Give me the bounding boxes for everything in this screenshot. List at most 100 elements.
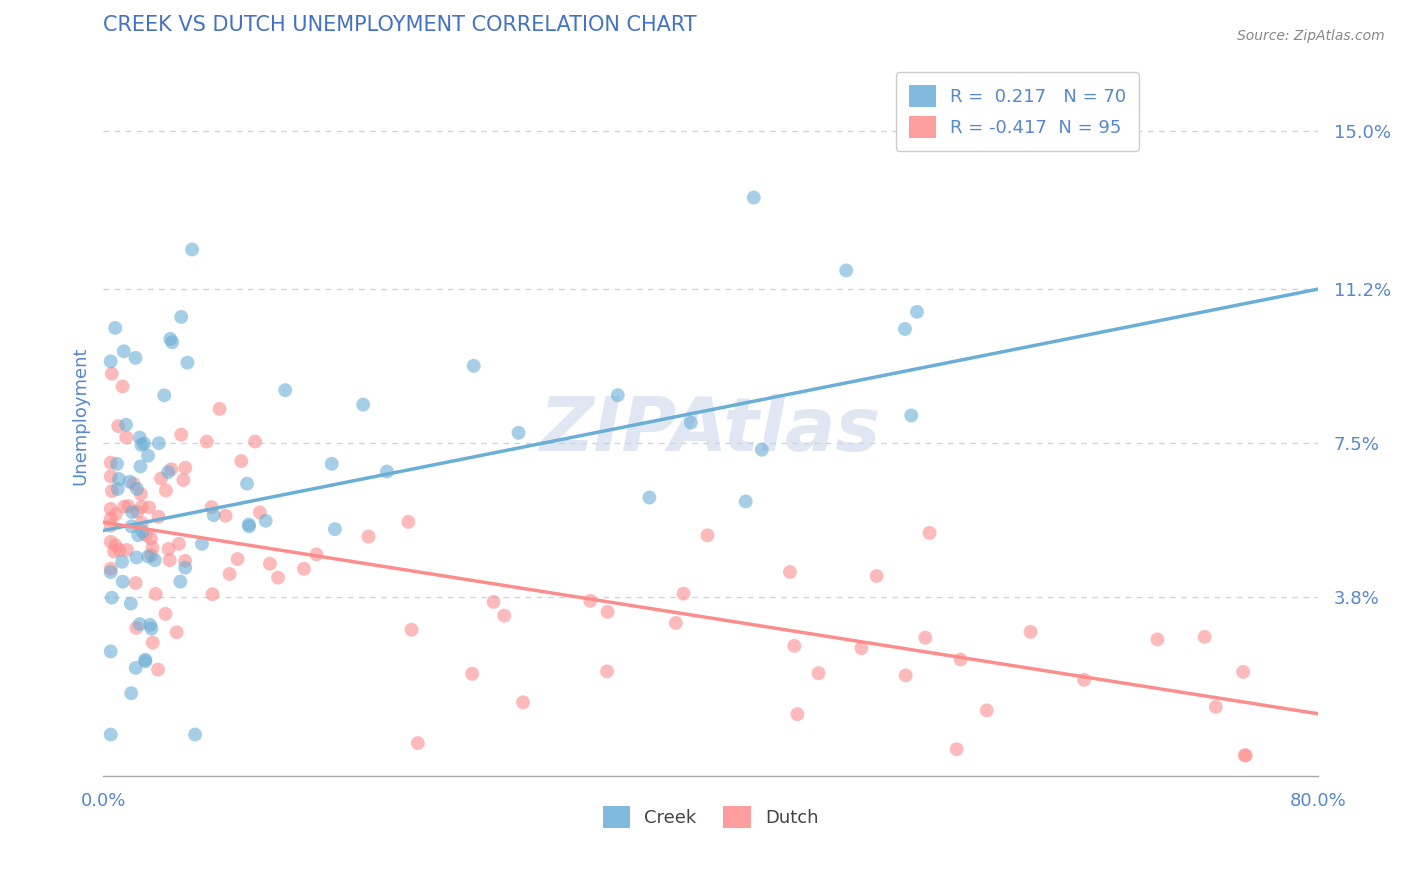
Point	[118, 475, 141, 489]
Point	[108, 542, 131, 557]
Point	[606, 388, 628, 402]
Point	[494, 608, 516, 623]
Point	[292, 562, 315, 576]
Point	[100, 535, 122, 549]
Point	[169, 574, 191, 589]
Point	[128, 617, 150, 632]
Point	[166, 625, 188, 640]
Point	[160, 335, 183, 350]
Point	[352, 398, 374, 412]
Point	[100, 469, 122, 483]
Point	[100, 727, 122, 741]
Point	[160, 462, 183, 476]
Point	[112, 344, 135, 359]
Point	[170, 310, 193, 324]
Point	[142, 635, 165, 649]
Point	[125, 576, 148, 591]
Point	[121, 505, 143, 519]
Point	[1073, 673, 1095, 687]
Point	[406, 736, 429, 750]
Point	[100, 512, 122, 526]
Point	[1232, 665, 1254, 679]
Point	[124, 351, 146, 365]
Point	[1146, 632, 1168, 647]
Point	[170, 427, 193, 442]
Point	[254, 514, 277, 528]
Point	[249, 505, 271, 519]
Point	[214, 508, 236, 523]
Point	[866, 569, 889, 583]
Point	[786, 707, 808, 722]
Point	[375, 465, 398, 479]
Point	[835, 263, 858, 277]
Point	[150, 471, 173, 485]
Point	[127, 505, 149, 519]
Point	[159, 332, 181, 346]
Point	[779, 565, 801, 579]
Point	[172, 473, 194, 487]
Point	[672, 587, 695, 601]
Point	[463, 359, 485, 373]
Point	[138, 500, 160, 515]
Point	[243, 434, 266, 449]
Point	[100, 501, 122, 516]
Point	[238, 519, 260, 533]
Point	[945, 742, 967, 756]
Point	[131, 438, 153, 452]
Point	[200, 500, 222, 515]
Point	[783, 639, 806, 653]
Point	[305, 548, 328, 562]
Point	[1194, 630, 1216, 644]
Point	[127, 528, 149, 542]
Point	[131, 524, 153, 539]
Point	[176, 356, 198, 370]
Text: ZIPAtlas: ZIPAtlas	[540, 394, 882, 467]
Point	[148, 509, 170, 524]
Point	[508, 425, 530, 440]
Point	[120, 686, 142, 700]
Point	[125, 550, 148, 565]
Point	[136, 449, 159, 463]
Point	[129, 487, 152, 501]
Point	[236, 476, 259, 491]
Point	[103, 544, 125, 558]
Point	[167, 537, 190, 551]
Point	[181, 243, 204, 257]
Point	[159, 553, 181, 567]
Point	[918, 525, 941, 540]
Point	[274, 383, 297, 397]
Point	[638, 491, 661, 505]
Point	[679, 416, 702, 430]
Point	[107, 482, 129, 496]
Point	[226, 552, 249, 566]
Point	[115, 417, 138, 432]
Point	[976, 703, 998, 717]
Point	[512, 695, 534, 709]
Point	[134, 436, 156, 450]
Point	[104, 321, 127, 335]
Point	[145, 587, 167, 601]
Point	[218, 567, 240, 582]
Point	[100, 456, 122, 470]
Point	[115, 543, 138, 558]
Point	[111, 555, 134, 569]
Point	[596, 665, 619, 679]
Point	[807, 666, 830, 681]
Point	[267, 571, 290, 585]
Point	[129, 459, 152, 474]
Point	[117, 499, 139, 513]
Point	[238, 517, 260, 532]
Point	[1234, 748, 1257, 763]
Point	[131, 516, 153, 530]
Text: CREEK VS DUTCH UNEMPLOYMENT CORRELATION CHART: CREEK VS DUTCH UNEMPLOYMENT CORRELATION …	[103, 15, 697, 35]
Point	[742, 190, 765, 204]
Point	[321, 457, 343, 471]
Point	[128, 431, 150, 445]
Point	[146, 663, 169, 677]
Point	[174, 554, 197, 568]
Point	[323, 522, 346, 536]
Point	[153, 388, 176, 402]
Text: Source: ZipAtlas.com: Source: ZipAtlas.com	[1237, 29, 1385, 43]
Point	[100, 354, 122, 368]
Point	[100, 644, 122, 658]
